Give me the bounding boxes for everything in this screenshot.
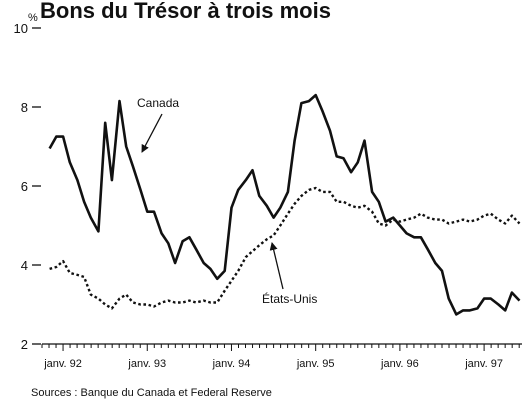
y-axis: 2 4 6 8 10: [14, 21, 41, 352]
etats-unis-label: États-Unis: [262, 291, 317, 306]
y-tick-label-10: 10: [14, 21, 28, 36]
x-axis: janv. 92 janv. 93 janv. 94 janv. 95 janv. 96…: [41, 343, 522, 370]
x-tick-label-1: janv. 93: [127, 358, 166, 370]
y-unit-label: %: [28, 12, 38, 24]
source-note: Sources : Banque du Canada et Federal Re…: [31, 387, 272, 399]
canada-arrow: [141, 113, 163, 153]
x-tick-label-0: janv. 92: [43, 358, 82, 370]
x-tick-label-4: janv. 96: [380, 358, 419, 370]
annotations: Canada États-Unis: [137, 96, 317, 306]
y-tick-label-2: 2: [21, 337, 28, 352]
y-tick-label-4: 4: [21, 258, 28, 273]
series-layer: [48, 93, 521, 316]
series-line-canada: [48, 93, 521, 316]
x-tick-label-5: janv. 97: [464, 358, 503, 370]
canada-label: Canada: [137, 96, 179, 110]
etats-unis-arrow: [269, 242, 284, 290]
series-line-etats-unis: [49, 186, 521, 310]
chart-title: Bons du Trésor à trois mois: [40, 0, 331, 23]
x-tick-label-3: janv. 95: [296, 358, 335, 370]
x-tick-label-2: janv. 94: [212, 358, 251, 370]
y-tick-label-8: 8: [21, 100, 28, 115]
y-tick-label-6: 6: [21, 179, 28, 194]
